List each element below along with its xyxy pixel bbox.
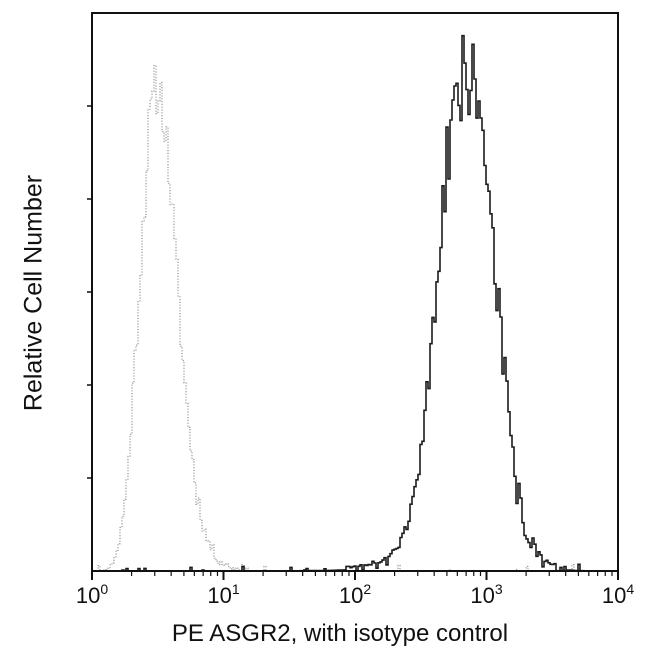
x-axis-label: PE ASGR2, with isotype control bbox=[171, 620, 509, 647]
y-axis-label: Relative Cell Number bbox=[19, 174, 48, 412]
x-tick-label: 100 bbox=[76, 581, 108, 608]
x-tick-label: 104 bbox=[602, 581, 634, 608]
x-axis-minor-ticks bbox=[130, 571, 613, 576]
plot-frame bbox=[91, 12, 619, 572]
pe-asgr2-curve bbox=[92, 34, 618, 571]
y-axis-ticks bbox=[87, 105, 92, 479]
x-tick-label: 101 bbox=[207, 581, 239, 608]
x-axis-major-ticks bbox=[91, 571, 619, 580]
x-tick-label: 102 bbox=[339, 581, 371, 608]
x-tick-label: 103 bbox=[470, 581, 502, 608]
isotype-control-curve bbox=[92, 64, 618, 571]
